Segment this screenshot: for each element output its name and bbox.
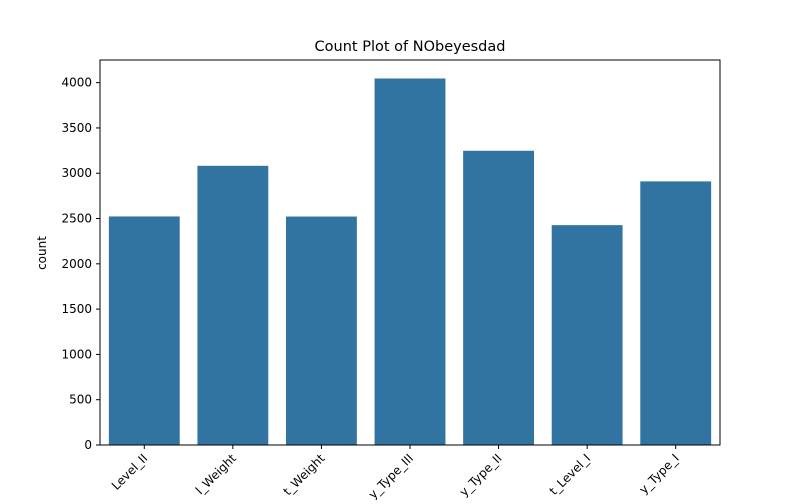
y-tick-label: 500 (69, 393, 92, 407)
y-axis-label: count (35, 236, 49, 270)
bar-4 (374, 78, 446, 445)
y-axis: 0 500 1000 1500 2000 2500 3000 3500 4000 (61, 76, 100, 452)
x-tick-label: l_Weight (193, 451, 239, 497)
x-tick-label: Level_II (109, 451, 151, 493)
x-tick-label: t_Weight (281, 451, 328, 498)
y-tick-label: 2000 (61, 257, 92, 271)
x-tick-label: y_Type_I (636, 451, 681, 496)
bar-7 (640, 181, 712, 445)
y-tick-label: 3000 (61, 166, 92, 180)
y-tick-label: 1000 (61, 347, 92, 361)
x-axis: Level_II l_Weight t_Weight y_Type_III y_Type… (109, 445, 682, 502)
chart-title: Count Plot of NObeyesdad (315, 39, 506, 55)
bar-2 (197, 165, 269, 445)
x-tick-label: y_Type_II (457, 451, 505, 499)
y-tick-label: 3500 (61, 121, 92, 135)
y-tick-label: 4000 (61, 76, 92, 90)
plot-frame (99, 59, 721, 446)
x-tick-label: t_Level_I (547, 451, 594, 498)
y-tick-label: 0 (84, 438, 92, 452)
bar-6 (551, 225, 623, 445)
bar-5 (463, 150, 534, 445)
x-tick-label: y_Type_III (366, 451, 416, 500)
y-tick-label: 2500 (61, 212, 92, 226)
bars-layer (108, 78, 712, 445)
y-tick-label: 1500 (61, 302, 92, 316)
bar-1 (108, 216, 180, 445)
bar-3 (286, 216, 357, 445)
